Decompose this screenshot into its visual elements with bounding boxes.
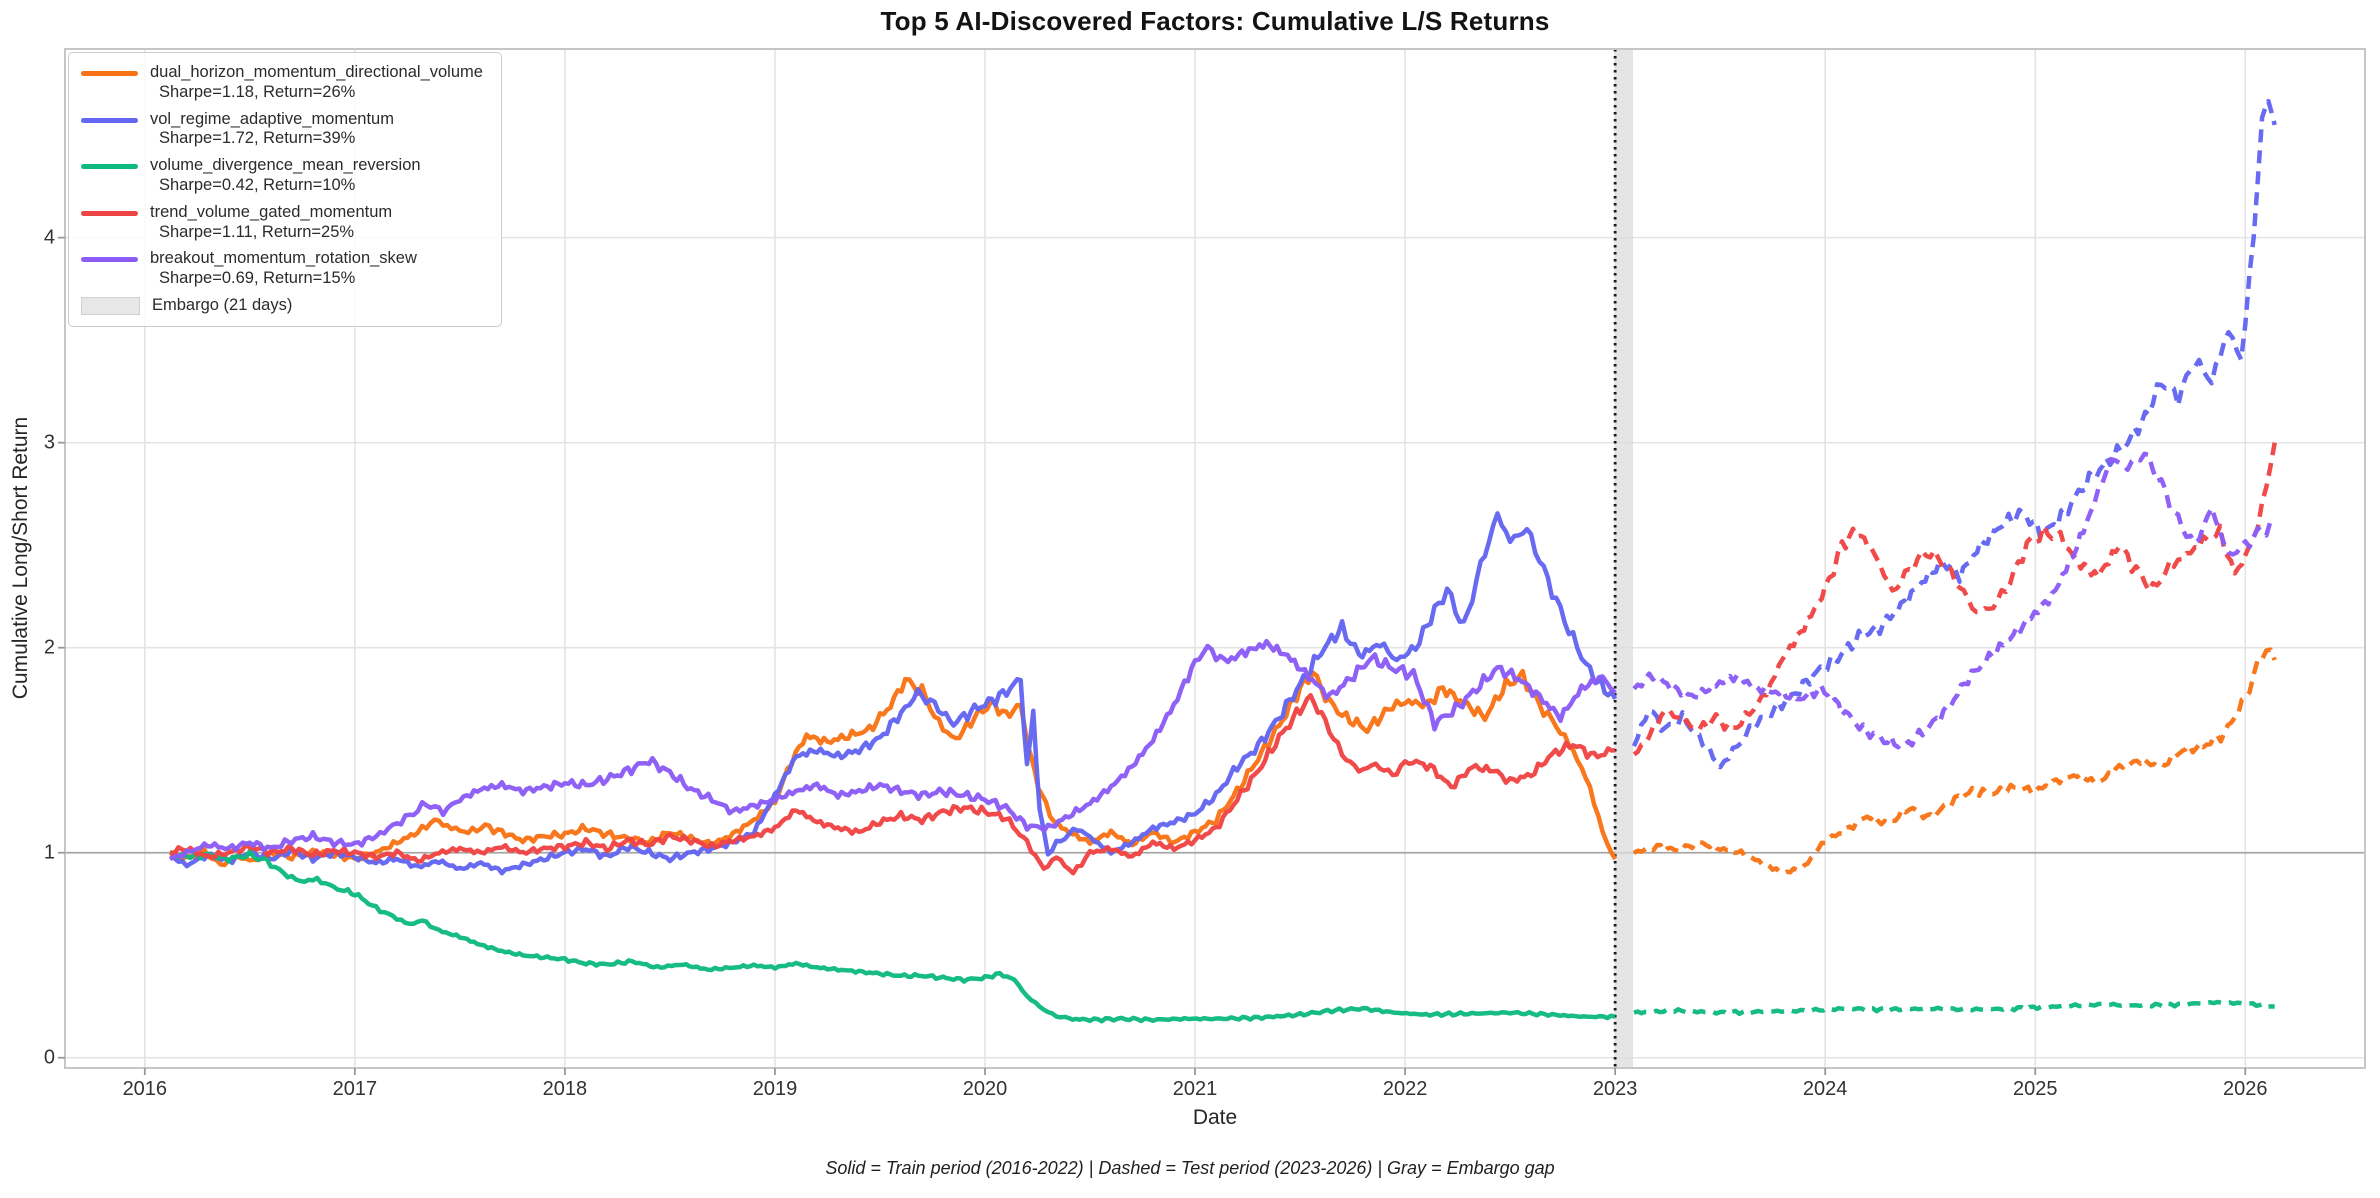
x-tick-label: 2025 (2012, 1078, 2058, 1100)
legend-line-swatch (81, 210, 138, 216)
series-train-line (169, 848, 1616, 1024)
chart-title: Top 5 AI-Discovered Factors: Cumulative … (880, 6, 1550, 36)
y-tick-label: 1 (43, 841, 55, 864)
legend-series-name: dual_horizon_momentum_directional_volume (150, 63, 483, 81)
legend-embargo-label: Embargo (21 days) (152, 295, 293, 314)
series-test-line (1633, 999, 2275, 1017)
y-tick-label: 3 (43, 431, 55, 454)
x-tick-label: 2024 (1802, 1078, 1848, 1100)
legend-line-swatch (81, 71, 138, 76)
series-test-line (1631, 98, 2277, 770)
legend-series-stats: Sharpe=1.18, Return=26% (159, 82, 356, 101)
series-train-line (169, 668, 1618, 868)
x-tick-label: 2018 (542, 1078, 588, 1100)
y-tick-label: 2 (43, 636, 55, 659)
legend-item: volume_divergence_mean_reversion Sharpe=0… (81, 156, 483, 196)
plot-border (64, 48, 2366, 1069)
legend-series-name: volume_divergence_mean_reversion (150, 156, 421, 175)
x-tick-label: 2026 (2223, 1078, 2268, 1100)
legend-series-stats: Sharpe=1.11, Return=25% (159, 222, 355, 241)
series-test-line (1632, 451, 2277, 750)
legend-series-name: breakout_momentum_rotation_skew (150, 249, 417, 268)
x-tick-label: 2016 (122, 1078, 168, 1100)
legend-series-stats: Sharpe=0.42, Return=10% (159, 175, 356, 194)
embargo-band (1615, 49, 1633, 1068)
legend-series-name: vol_regime_adaptive_momentum (150, 109, 394, 128)
y-tick-label: 4 (43, 226, 55, 249)
legend: dual_horizon_momentum_directional_volume… (68, 52, 502, 327)
series-test-line (1632, 442, 2277, 757)
legend-label: breakout_momentum_rotation_skew Sharpe=0.… (150, 249, 417, 289)
x-tick-label: 2022 (1382, 1078, 1428, 1100)
legend-series-name: trend_volume_gated_momentum (150, 202, 393, 221)
legend-item: vol_regime_adaptive_momentum Sharpe=1.72,… (81, 110, 483, 150)
x-axis-label: Date (1192, 1106, 1238, 1129)
legend-label: trend_volume_gated_momentum Sharpe=1.11, … (150, 203, 392, 243)
legend-item: trend_volume_gated_momentum Sharpe=1.11, … (81, 203, 483, 243)
legend-line-swatch (81, 164, 138, 170)
x-tick-label: 2020 (962, 1078, 1008, 1100)
series-train-line (169, 511, 1618, 876)
x-tick-label: 2021 (1172, 1078, 1218, 1100)
y-tick-label: 0 (43, 1046, 55, 1069)
footnote: Solid = Train period (2016-2022) | Dashe… (825, 1158, 1555, 1178)
legend-embargo-patch (81, 296, 140, 315)
legend-line-swatch (81, 117, 138, 123)
legend-label: dual_horizon_momentum_directional_volume… (150, 63, 483, 103)
legend-item-embargo: Embargo (21 days) (81, 296, 483, 316)
series-train-line (169, 638, 1617, 861)
legend-label: volume_divergence_mean_reversion Sharpe=0… (150, 156, 421, 196)
legend-series-stats: Sharpe=0.69, Return=15% (159, 269, 356, 288)
x-tick-label: 2023 (1592, 1078, 1638, 1100)
legend-line-swatch (81, 257, 138, 263)
series-train-line (169, 693, 1616, 876)
legend-item: dual_horizon_momentum_directional_volume… (81, 63, 483, 103)
legend-label: vol_regime_adaptive_momentum Sharpe=1.72,… (150, 110, 394, 150)
legend-item: breakout_momentum_rotation_skew Sharpe=0.… (81, 249, 483, 289)
x-tick-label: 2017 (332, 1078, 378, 1100)
x-tick-label: 2019 (752, 1078, 798, 1100)
series-test-line (1632, 647, 2277, 876)
legend-series-stats: Sharpe=1.72, Return=39% (159, 129, 356, 148)
